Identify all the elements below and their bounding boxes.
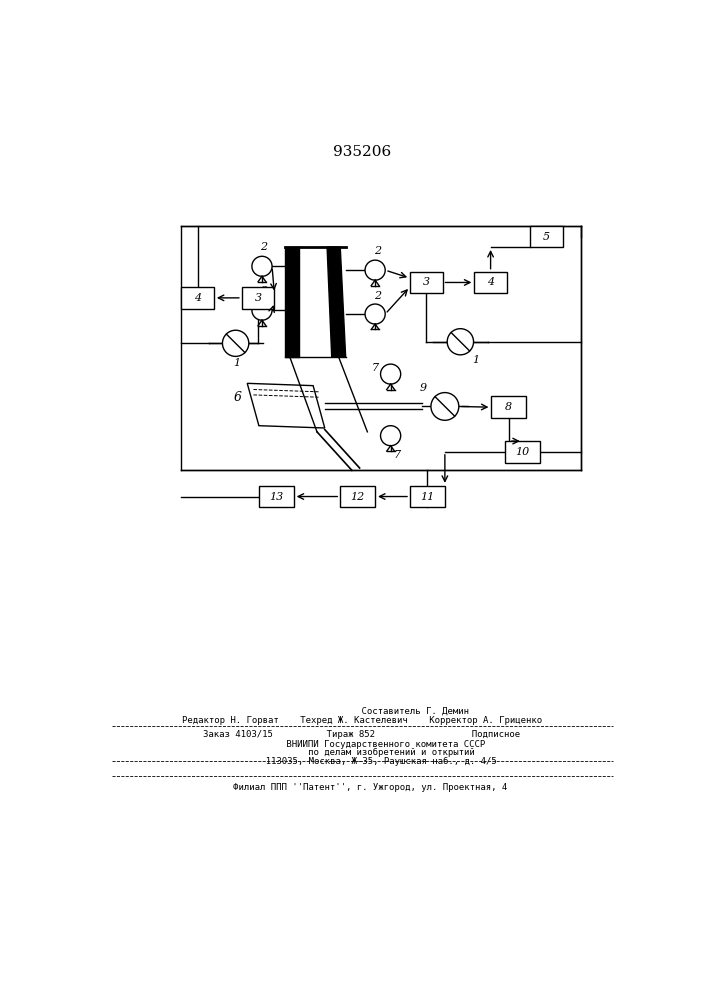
Text: 2: 2 (260, 286, 267, 296)
Text: 2: 2 (374, 246, 381, 256)
Text: 11: 11 (421, 492, 435, 502)
Text: Редактор Н. Горват    Техред Ж. Кастелевич    Корректор А. Гриценко: Редактор Н. Горват Техред Ж. Кастелевич … (182, 716, 542, 725)
Bar (530, 226, 563, 247)
Circle shape (252, 256, 272, 276)
Text: 1: 1 (472, 355, 479, 365)
Text: 1: 1 (233, 358, 241, 368)
Bar (474, 272, 507, 293)
Text: 7: 7 (372, 363, 379, 373)
Bar (340, 486, 375, 507)
Text: 6: 6 (234, 391, 242, 404)
Text: Составитель Г. Демин: Составитель Г. Демин (255, 707, 469, 716)
Polygon shape (327, 247, 346, 357)
Bar (182, 287, 214, 309)
Text: Заказ 4103/15          Тираж 852                  Подписное: Заказ 4103/15 Тираж 852 Подписное (204, 730, 520, 739)
Text: 2: 2 (260, 242, 267, 252)
Bar (242, 287, 274, 309)
Text: 935206: 935206 (333, 145, 391, 159)
Text: 12: 12 (351, 492, 365, 502)
Circle shape (380, 364, 401, 384)
Text: 9: 9 (420, 383, 427, 393)
Text: 10: 10 (515, 447, 530, 457)
Polygon shape (285, 247, 299, 357)
Text: 5: 5 (543, 232, 550, 242)
Text: по делам изобретений и открытий: по делам изобретений и открытий (249, 748, 475, 757)
Text: 8: 8 (506, 402, 513, 412)
Text: 7: 7 (393, 450, 400, 460)
Circle shape (365, 260, 385, 280)
Bar (491, 396, 526, 418)
Text: 2: 2 (374, 291, 381, 301)
Bar (410, 272, 443, 293)
Circle shape (380, 426, 401, 446)
Circle shape (448, 329, 474, 355)
Text: 3: 3 (423, 277, 430, 287)
Bar (259, 486, 293, 507)
Circle shape (252, 300, 272, 320)
Text: 4: 4 (194, 293, 201, 303)
Text: Филиал ППП ''Патент'', г. Ужгород, ул. Проектная, 4: Филиал ППП ''Патент'', г. Ужгород, ул. П… (217, 783, 507, 792)
Circle shape (223, 330, 249, 356)
Text: 13: 13 (269, 492, 284, 502)
Text: 113035, Москва, Ж-35, Раушская наб., д. 4/5: 113035, Москва, Ж-35, Раушская наб., д. … (228, 757, 496, 766)
Text: ВНИИПИ Государственного комитета СССР: ВНИИПИ Государственного комитета СССР (238, 740, 486, 749)
Circle shape (365, 304, 385, 324)
Text: 3: 3 (255, 293, 262, 303)
Circle shape (431, 393, 459, 420)
Bar (506, 441, 540, 463)
Text: 4: 4 (487, 277, 494, 287)
Bar (410, 486, 445, 507)
